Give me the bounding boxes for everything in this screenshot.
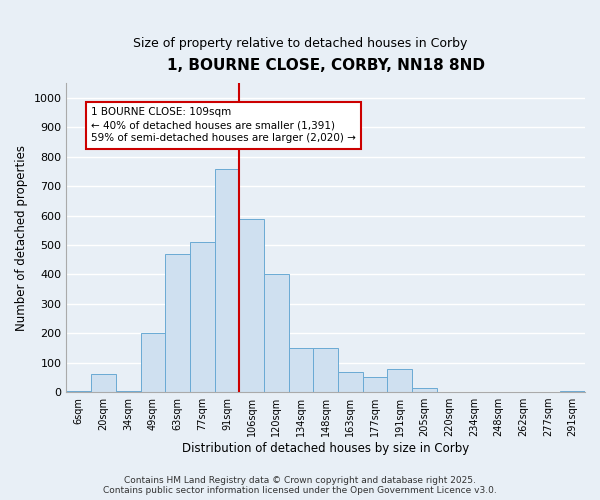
Bar <box>67 390 91 392</box>
Bar <box>560 390 585 392</box>
Bar <box>338 372 363 392</box>
Text: Contains HM Land Registry data © Crown copyright and database right 2025.
Contai: Contains HM Land Registry data © Crown c… <box>103 476 497 495</box>
Bar <box>140 334 165 392</box>
Bar <box>388 368 412 392</box>
Bar <box>289 348 313 392</box>
Bar <box>239 218 264 392</box>
Bar <box>165 254 190 392</box>
Text: Size of property relative to detached houses in Corby: Size of property relative to detached ho… <box>133 38 467 51</box>
Bar <box>264 274 289 392</box>
X-axis label: Distribution of detached houses by size in Corby: Distribution of detached houses by size … <box>182 442 469 455</box>
Bar <box>91 374 116 392</box>
Title: 1, BOURNE CLOSE, CORBY, NN18 8ND: 1, BOURNE CLOSE, CORBY, NN18 8ND <box>167 58 485 72</box>
Bar <box>313 348 338 392</box>
Bar <box>363 378 388 392</box>
Y-axis label: Number of detached properties: Number of detached properties <box>15 144 28 330</box>
Bar <box>215 168 239 392</box>
Bar <box>190 242 215 392</box>
Bar <box>412 388 437 392</box>
Bar <box>116 390 140 392</box>
Text: 1 BOURNE CLOSE: 109sqm
← 40% of detached houses are smaller (1,391)
59% of semi-: 1 BOURNE CLOSE: 109sqm ← 40% of detached… <box>91 107 356 144</box>
